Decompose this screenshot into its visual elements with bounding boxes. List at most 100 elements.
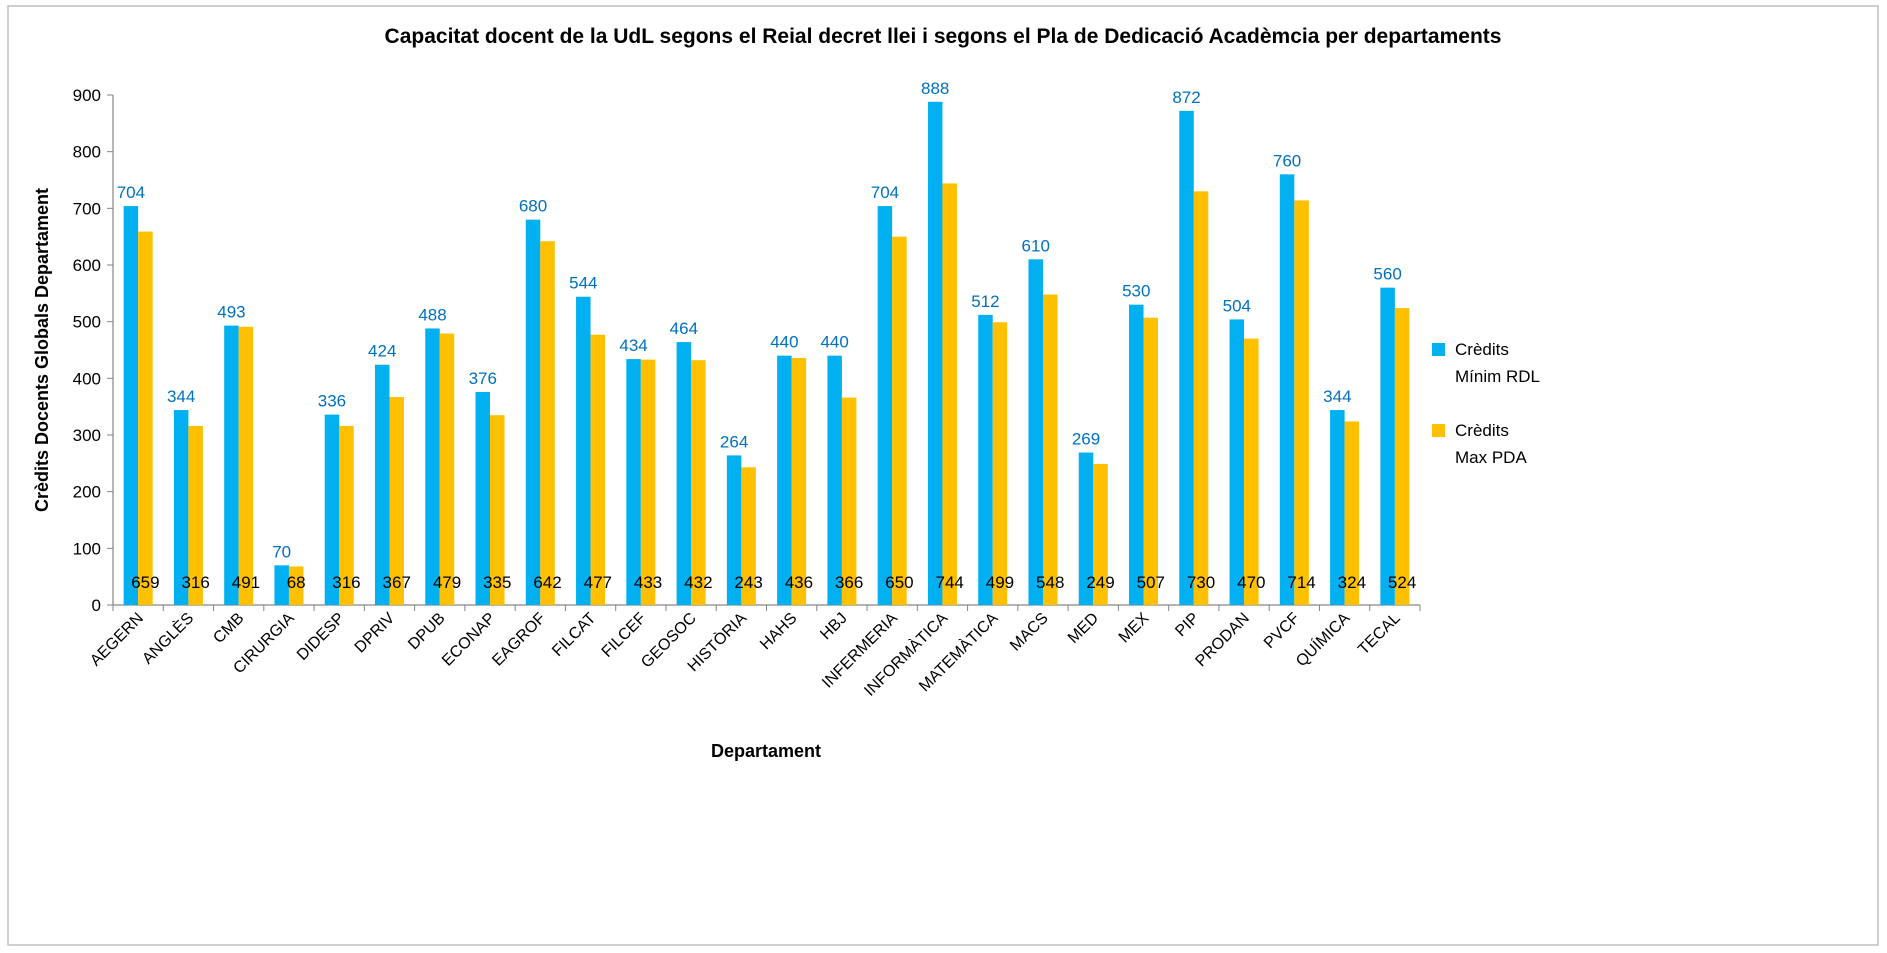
data-label: 436 [785, 573, 813, 592]
bar [590, 334, 606, 605]
bar [540, 241, 555, 605]
data-label: 366 [835, 573, 863, 592]
bar [288, 566, 304, 605]
bar [691, 360, 706, 605]
data-label: 470 [1237, 573, 1265, 592]
bar [978, 314, 993, 605]
legend-label: Crèdits Max PDA [1455, 421, 1527, 467]
data-label: 432 [684, 573, 712, 592]
data-label: 433 [634, 573, 662, 592]
bar [1244, 338, 1259, 605]
bar [927, 101, 943, 606]
bar [238, 326, 254, 605]
bar [1042, 294, 1058, 605]
y-tick-label: 600 [73, 256, 101, 275]
data-label: 642 [533, 573, 561, 592]
data-label: 479 [433, 573, 461, 592]
data-label: 440 [770, 333, 798, 352]
data-label: 714 [1287, 573, 1315, 592]
y-tick-label: 800 [73, 143, 101, 162]
data-label: 493 [217, 303, 245, 322]
data-label: 544 [569, 274, 597, 293]
data-label: 730 [1187, 573, 1215, 592]
y-tick-label: 700 [73, 199, 101, 218]
data-label: 491 [232, 573, 260, 592]
data-label: 477 [584, 573, 612, 592]
data-label: 376 [469, 369, 497, 388]
data-label: 659 [131, 573, 159, 592]
data-label: 560 [1373, 265, 1401, 284]
bar [841, 397, 857, 605]
bar [942, 183, 957, 605]
bar [827, 355, 842, 605]
data-label: 335 [483, 573, 511, 592]
y-axis-label: Crèdits Docents Globals Departament [32, 188, 52, 512]
bar [777, 355, 792, 605]
data-label: 888 [921, 79, 949, 98]
data-label: 367 [383, 573, 411, 592]
data-label: 760 [1273, 151, 1301, 170]
bar [1078, 452, 1094, 605]
data-label: 488 [418, 305, 446, 324]
bar [1179, 110, 1194, 605]
bar [992, 322, 1008, 605]
data-label: 704 [117, 183, 145, 202]
bar [1279, 174, 1295, 606]
data-label: 324 [1338, 573, 1366, 592]
data-label: 269 [1072, 430, 1100, 449]
data-label: 344 [167, 387, 195, 406]
data-label: 680 [519, 197, 547, 216]
bar [576, 296, 591, 605]
data-label: 499 [986, 573, 1014, 592]
y-tick-label: 400 [73, 369, 101, 388]
bar [339, 425, 354, 605]
chart-title: Capacitat docent de la UdL segons el Rei… [385, 25, 1502, 48]
data-label: 507 [1137, 573, 1165, 592]
data-label: 512 [971, 292, 999, 311]
bar [374, 364, 390, 605]
data-label: 744 [936, 573, 964, 592]
bar [1229, 319, 1245, 605]
bar [123, 206, 139, 606]
bar [1330, 410, 1345, 605]
data-label: 243 [734, 573, 762, 592]
data-label: 610 [1022, 236, 1050, 255]
legend-label: Crèdits Mínim RDL [1455, 340, 1541, 386]
bar [791, 357, 807, 605]
data-label: 70 [272, 542, 291, 561]
bar [640, 359, 656, 605]
bar [439, 333, 455, 605]
data-label: 316 [181, 573, 209, 592]
data-label: 704 [871, 183, 899, 202]
y-tick-label: 900 [73, 86, 101, 105]
y-tick-label: 100 [73, 539, 101, 558]
data-label: 434 [619, 336, 647, 355]
bar [1143, 317, 1159, 605]
data-label: 249 [1086, 573, 1114, 592]
y-tick-label: 500 [73, 313, 101, 332]
bar [490, 415, 505, 605]
data-label: 68 [287, 573, 306, 592]
data-label: 440 [820, 333, 848, 352]
data-label: 344 [1323, 387, 1351, 406]
data-label: 264 [720, 432, 748, 451]
x-axis-label: Departament [711, 741, 821, 761]
bar [224, 325, 239, 605]
bar [1193, 191, 1209, 606]
bar [676, 342, 692, 605]
bar [138, 231, 153, 606]
data-label: 336 [318, 392, 346, 411]
bar [1129, 304, 1144, 605]
bar [525, 219, 541, 605]
bar [173, 410, 189, 605]
bar [626, 359, 641, 605]
y-tick-label: 200 [73, 483, 101, 502]
data-label: 464 [670, 319, 698, 338]
bar [726, 455, 742, 605]
data-label: 650 [885, 573, 913, 592]
bar [877, 206, 893, 606]
bar [892, 236, 907, 605]
bar [425, 328, 440, 605]
